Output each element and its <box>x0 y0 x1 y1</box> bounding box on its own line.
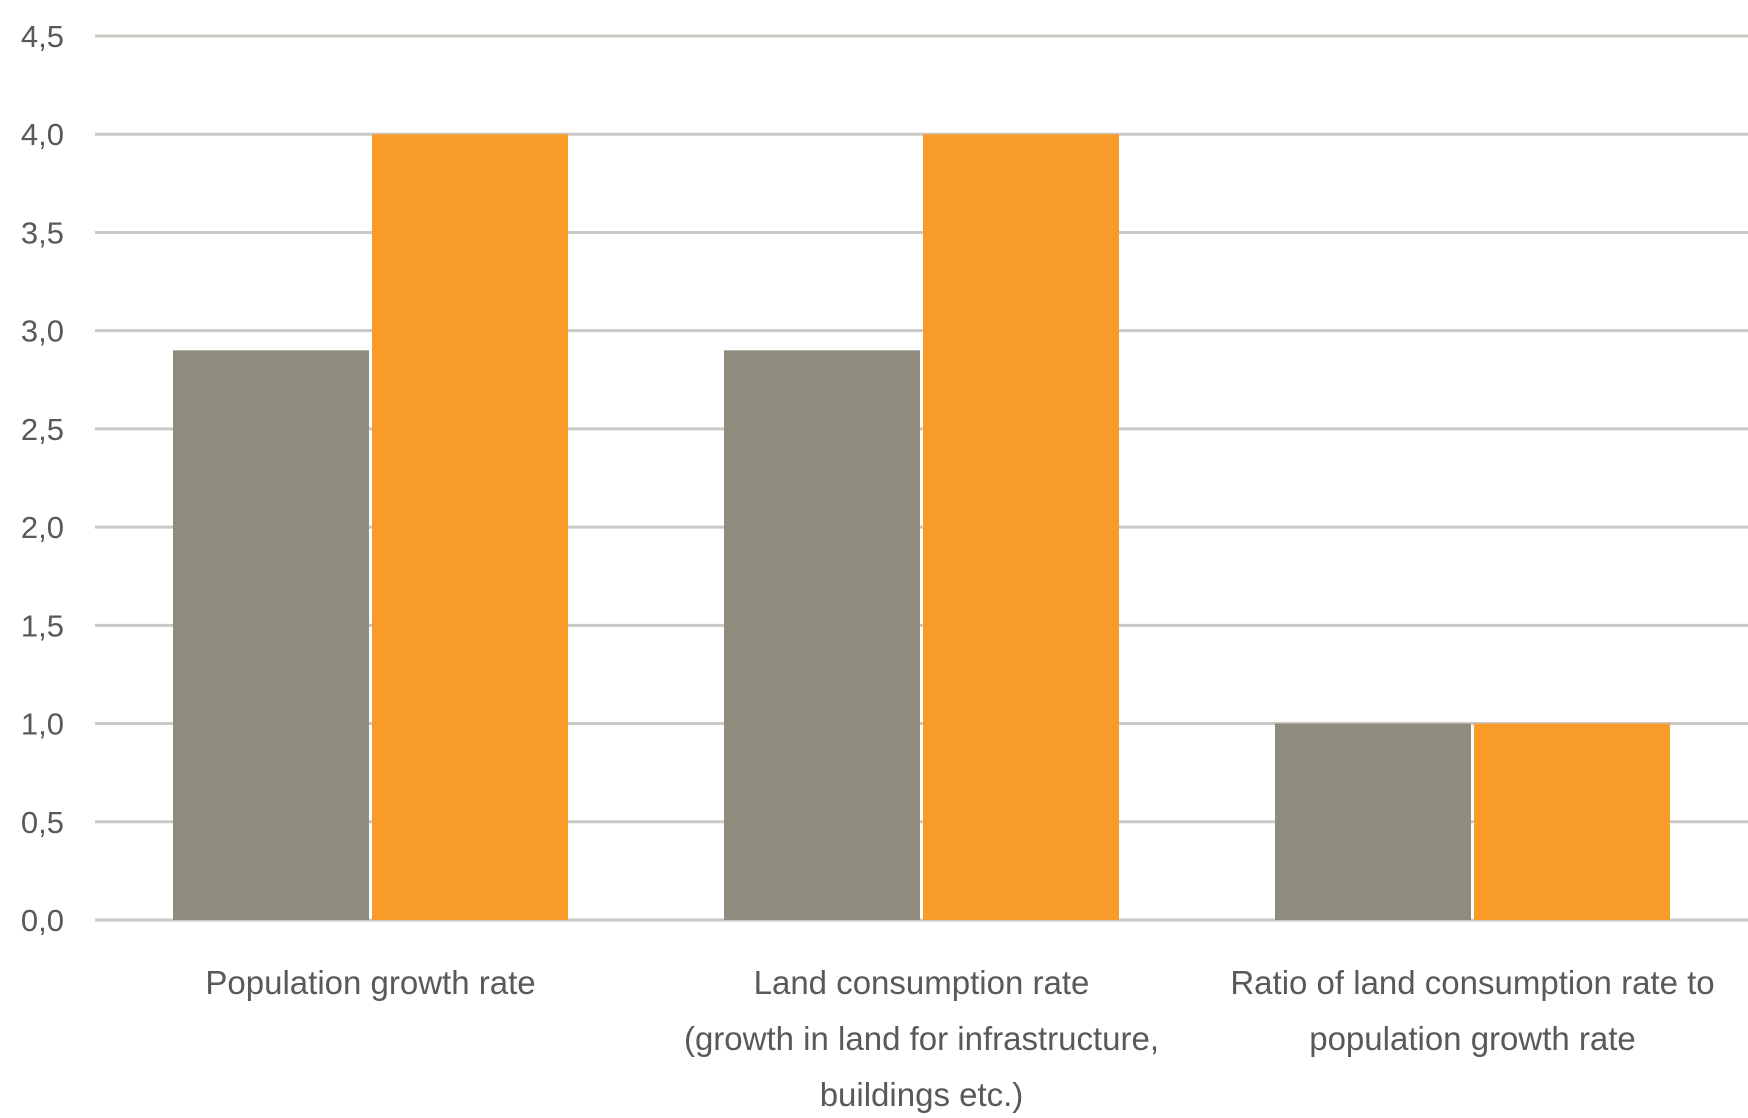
x-axis-category-labels: Population growth rate Land consumption r… <box>205 964 1714 1113</box>
bar-series-2-category-3 <box>1474 723 1670 920</box>
y-tick-label: 2,0 <box>21 510 64 545</box>
bar-series-2-category-2 <box>923 134 1119 920</box>
y-tick-label: 0,5 <box>21 805 64 840</box>
gridlines <box>95 34 1748 922</box>
y-tick-label: 1,5 <box>21 608 64 643</box>
bars <box>173 134 1670 920</box>
y-tick-label: 3,0 <box>21 314 64 349</box>
bar-series-1-category-1 <box>173 350 369 920</box>
bar-series-1-category-2 <box>724 350 920 920</box>
y-tick-label: 4,0 <box>21 117 64 152</box>
y-tick-label: 3,5 <box>21 215 64 250</box>
y-tick-label: 1,0 <box>21 707 64 742</box>
y-axis-tick-labels: 0,0 0,5 1,0 1,5 2,0 2,5 3,0 3,5 4,0 4,5 <box>21 19 64 938</box>
y-tick-label: 4,5 <box>21 19 64 54</box>
y-tick-label: 2,5 <box>21 412 64 447</box>
bar-series-2-category-1 <box>372 134 568 920</box>
x-category-label: Land consumption rate (growth in land for… <box>684 964 1159 1113</box>
y-tick-label: 0,0 <box>21 903 64 938</box>
bar-series-1-category-3 <box>1275 723 1471 920</box>
x-category-label: Population growth rate <box>205 964 535 1001</box>
x-category-label: Ratio of land consumption rate to populat… <box>1230 964 1714 1057</box>
